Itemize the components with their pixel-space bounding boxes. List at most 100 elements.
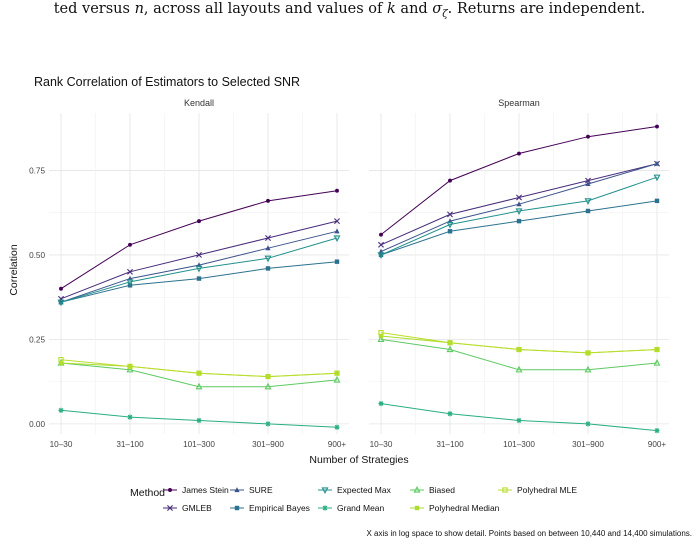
kendall-point-grand-mean — [196, 417, 202, 424]
kendall-point-polyhedral-median — [58, 360, 64, 366]
spearman-point-biased — [446, 345, 454, 353]
kendall-point-biased — [126, 365, 134, 373]
kendall-x-tick-label: 900+ — [328, 440, 347, 449]
spearman-point-biased — [584, 365, 592, 373]
legend-key-marker — [322, 505, 328, 511]
kendall-point-sure — [265, 245, 271, 251]
kendall-point-james-stein — [128, 242, 132, 247]
spearman-point-sure — [654, 160, 660, 166]
spearman-point-biased — [377, 335, 385, 343]
kendall-point-polyhedral-mle — [334, 370, 340, 376]
kendall-series-polyhedral-mle — [58, 357, 340, 380]
legend-label: Grand Mean — [337, 503, 385, 513]
kendall-point-expected-max — [126, 279, 134, 286]
spearman-point-gmleb — [585, 177, 591, 184]
y-axis-title: Correlation — [8, 244, 20, 296]
spearman-point-expected-max — [446, 221, 454, 229]
legend-item-james-stein: James Stein — [163, 485, 229, 495]
kendall-gridlines — [49, 113, 349, 434]
kendall-point-polyhedral-mle — [127, 363, 133, 370]
legend-item-sure: SURE — [230, 485, 273, 495]
panel-title-kendall: Kendall — [184, 98, 214, 108]
spearman-point-biased — [515, 365, 523, 373]
spearman-point-empirical-bayes — [378, 252, 384, 258]
legend-key-marker — [168, 488, 172, 492]
legend-label: Polyhedral MLE — [517, 485, 577, 495]
spearman-point-empirical-bayes — [585, 208, 591, 214]
kendall-series-expected-max — [57, 235, 341, 307]
kendall-point-biased — [195, 382, 203, 390]
legend-key-marker — [414, 505, 420, 511]
kendall-point-grand-mean — [334, 424, 340, 430]
y-tick-label: 0.25 — [29, 335, 45, 344]
legend-label: GMLEB — [182, 503, 212, 513]
legend-key-marker — [234, 487, 240, 493]
kendall-point-grand-mean — [58, 407, 64, 413]
spearman-point-grand-mean — [516, 417, 522, 424]
spearman-point-gmleb — [447, 211, 453, 218]
kendall-series-gmleb — [58, 218, 340, 302]
chart-title: Rank Correlation of Estimators to Select… — [34, 75, 300, 89]
spearman-line-biased — [380, 338, 658, 371]
kendall-x-tick-label: 31–100 — [116, 440, 144, 449]
spearman-point-grand-mean — [378, 400, 384, 407]
kendall-point-james-stein — [335, 188, 339, 193]
kendall-point-james-stein — [197, 219, 201, 224]
kendall-x-tick-label: 101–300 — [183, 440, 215, 449]
kendall-series-grand-mean — [58, 407, 340, 430]
spearman-point-grand-mean — [585, 421, 591, 427]
legend-key-marker — [502, 487, 508, 493]
spearman-point-polyhedral-mle — [516, 346, 522, 353]
caption-sub-zeta: ζ — [442, 8, 448, 20]
kendall-line-expected-max — [60, 237, 338, 303]
spearman-point-expected-max — [584, 198, 592, 205]
kendall-point-gmleb — [265, 235, 271, 242]
legend-label: Expected Max — [337, 485, 392, 495]
kendall-point-polyhedral-mle — [265, 373, 271, 380]
spearman-point-polyhedral-mle — [447, 340, 453, 346]
caption-var-k: k — [387, 1, 396, 17]
caption-suffix: . Returns are independent. — [447, 1, 646, 17]
caption-var-sigma: σ — [432, 1, 443, 17]
footnote: X axis in log space to show detail. Poin… — [366, 529, 692, 538]
legend-key-marker — [413, 485, 421, 493]
legend-item-gmleb: GMLEB — [163, 503, 212, 513]
panel-title-spearman: Spearman — [498, 98, 540, 108]
y-tick-label: 0.75 — [29, 166, 45, 175]
legend-item-polyhedral-median: Polyhedral Median — [410, 503, 500, 513]
legend-label: Polyhedral Median — [429, 503, 500, 513]
legend-key-marker — [234, 505, 240, 511]
kendall-point-sure — [334, 228, 340, 234]
spearman-point-james-stein — [586, 134, 590, 139]
spearman-point-polyhedral-mle — [585, 350, 591, 356]
spearman-series-gmleb — [378, 160, 660, 248]
kendall-point-polyhedral-mle — [58, 357, 64, 363]
spearman-gridlines — [369, 113, 669, 434]
legend-item-grand-mean: Grand Mean — [318, 503, 385, 513]
spearman-point-grand-mean — [447, 411, 453, 417]
spearman-x-tick-label: 900+ — [648, 440, 667, 449]
spearman-point-james-stein — [655, 124, 659, 129]
spearman-point-polyhedral-median — [378, 333, 384, 339]
spearman-series-james-stein — [379, 124, 659, 237]
legend-label: James Stein — [182, 485, 229, 495]
kendall-point-biased — [333, 375, 341, 383]
kendall-point-gmleb — [127, 268, 133, 275]
kendall-point-grand-mean — [265, 421, 271, 427]
kendall-point-gmleb — [196, 251, 202, 258]
legend-item-biased: Biased — [410, 485, 455, 495]
kendall-point-expected-max — [264, 255, 272, 263]
spearman-point-james-stein — [379, 232, 383, 237]
spearman-point-gmleb — [378, 241, 384, 248]
spearman-point-polyhedral-mle — [378, 330, 384, 336]
spearman-point-sure — [516, 201, 522, 207]
kendall-point-empirical-bayes — [196, 276, 202, 281]
legend-label: Biased — [429, 485, 455, 495]
kendall-series-james-stein — [59, 188, 339, 291]
legend-item-expected-max: Expected Max — [318, 485, 392, 495]
spearman-point-gmleb — [516, 194, 522, 201]
spearman-point-sure — [585, 181, 591, 187]
caption-prefix: ted versus — [53, 1, 135, 17]
spearman-x-tick-label: 31–100 — [436, 440, 464, 449]
